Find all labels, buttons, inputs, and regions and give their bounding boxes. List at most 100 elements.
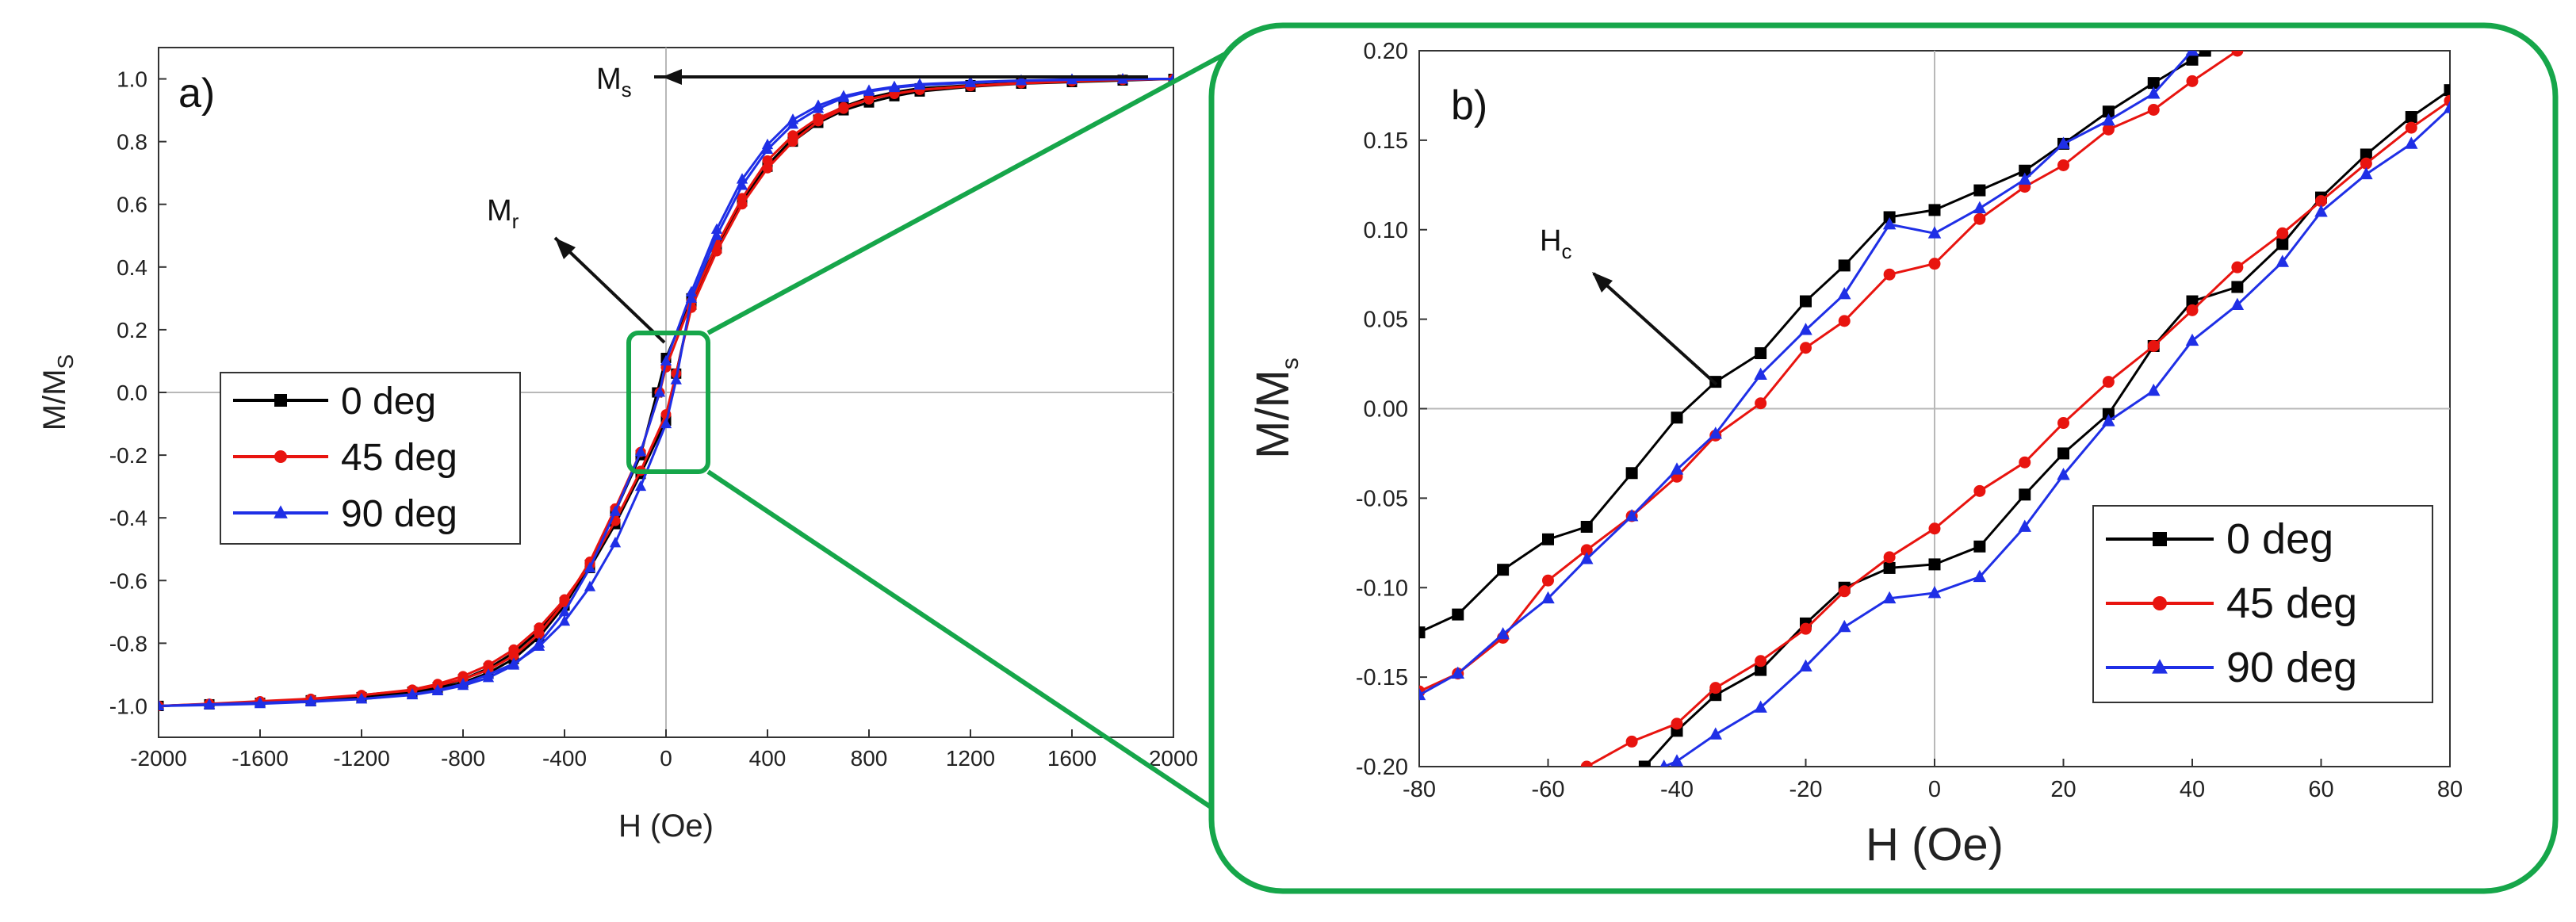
panel-a-xtick-label: 1600 [1047, 746, 1097, 771]
panel-a-series-45-deg-point [534, 622, 545, 633]
panel-b-series-90-deg-point [1927, 586, 1942, 599]
panel-b-ytick-label: 0.10 [1364, 218, 1408, 243]
panel-a-series-90-deg-point [660, 354, 672, 365]
panel-a-series-90-deg-point [634, 446, 647, 457]
panel-b-series-0-deg-point [1497, 564, 1510, 576]
panel-b-series-90-deg-point [2276, 254, 2289, 267]
panel-a-series-90-deg-point [254, 697, 266, 709]
panel-a: -2000 -1600 -1200 -800 -400 0 400 800 1200 1600 20… [37, 47, 1198, 844]
panel-b-series-45-deg-point [2102, 123, 2115, 136]
panel-b-series-45-deg-point [2147, 103, 2160, 116]
panel-b-series-45-deg-point [2186, 75, 2199, 87]
ms-annotation: Ms [596, 63, 632, 101]
panel-b-series-90-deg-point [2102, 414, 2115, 427]
panel-a-series-90-deg-point [634, 480, 647, 492]
panel-b-series-90-deg-point [1451, 666, 1464, 679]
panel-a-series-45-deg-point [432, 679, 443, 690]
panel-a-series-90-deg-point [736, 179, 748, 190]
panel-b-series-0-deg-point [1973, 184, 1986, 197]
panel-b-series-0-deg-point [2199, 51, 2211, 57]
panel-a-xtick-label: 400 [749, 746, 787, 771]
panel-b-ytick-label: -0.20 [1356, 755, 1408, 780]
panel-a-series [159, 72, 1173, 711]
panel-b-series-90-deg-point [1419, 687, 1426, 701]
panel-a-ytick-label: -1.0 [109, 694, 147, 718]
panel-b-series-0-deg-point [1542, 533, 1554, 545]
panel-b-ytick-label: 0.20 [1364, 39, 1408, 64]
panel-b-series-0-deg-point [1973, 540, 1986, 553]
panel-a-series-90-deg-point [710, 229, 723, 240]
panel-b-series-45-deg-point [1800, 342, 1812, 354]
panel-b-series-45-deg-point [1973, 484, 1986, 497]
panel-b-series-90-deg-point [1659, 759, 1668, 767]
mr-annotation: Mr [487, 194, 519, 233]
panel-b-series-45-deg-point [2057, 159, 2069, 171]
panel-a-ytick-label: 1.0 [117, 67, 147, 92]
panel-a-series-90-deg-point [964, 76, 977, 87]
hc-arrow-line [1592, 272, 1718, 386]
panel-a-series-90-deg-point [863, 85, 875, 96]
panel-b-ytick-label: -0.10 [1356, 576, 1408, 601]
panel-a-series-45-deg-point [737, 199, 748, 210]
panel-b-series [1419, 51, 2450, 767]
panel-b-ytick-label: -0.15 [1356, 665, 1408, 691]
panel-b-series-45-deg-point [1838, 315, 1851, 327]
panel-b-ticks: -80 -60 -40 -20 0 20 40 60 80 -0.20 -0.15 -0.10 -0.0… [1356, 39, 2463, 802]
panel-b-label: b) [1451, 82, 1487, 128]
panel-b-series-90-deg-point [2405, 136, 2418, 149]
panel-b-ytick-label: -0.05 [1356, 486, 1408, 511]
panel-a-series-90-deg-point [812, 102, 825, 113]
panel-b-series-45-deg-point [2057, 417, 2069, 430]
panel-b-series-0-deg-point [1419, 626, 1426, 639]
panel-b-series-90-deg-descending-line [1663, 107, 2450, 767]
mr-annotation-sub: r [512, 209, 519, 233]
panel-a-series-90-deg-point [837, 91, 850, 102]
panel-b-series-45-deg-point [2102, 376, 2115, 388]
panel-b-xtick-label: -20 [1789, 777, 1823, 802]
panel-a-series-90-deg-point [355, 692, 368, 704]
panel-a-series-90-deg-point [660, 417, 672, 429]
panel-b-series-90-deg-point [2360, 166, 2373, 180]
panel-a-series-90-deg-point [609, 505, 622, 516]
panel-b-series-90-deg-point [2057, 468, 2070, 480]
panel-a-xtick-label: -1200 [333, 746, 390, 771]
panel-b-series-45-deg-ascending-line [1419, 51, 2238, 693]
panel-b-series-0-deg-point [2019, 488, 2031, 501]
mr-annotation-main: M [487, 194, 512, 228]
panel-b-series-0-deg-point [1638, 760, 1651, 767]
hc-annotation-main: H [1540, 224, 1561, 258]
panel-b-series-0-deg-point [2186, 53, 2199, 66]
panel-b-series-90-deg-point [2314, 205, 2328, 217]
panel-a-series-90-deg-point [558, 606, 571, 617]
panel-b-xtick-label: -60 [1532, 777, 1565, 802]
panel-b-series-0-deg-point [2276, 238, 2289, 251]
panel-b-xtick-label: -80 [1403, 777, 1436, 802]
panel-a-xlabel: H (Oe) [618, 809, 714, 844]
panel-b-series-0-deg-point [2102, 105, 2115, 118]
panel-a-xtick-label: -2000 [130, 746, 187, 771]
panel-b-series-90-deg-point [1709, 427, 1722, 439]
panel-b-series-0-deg-point [1928, 204, 1941, 216]
panel-b-series-0-deg-point [2147, 77, 2160, 90]
panel-b-series-0-deg-point [1755, 347, 1767, 360]
panel-a-series-90-deg-point [888, 81, 901, 93]
panel-a-legend-0deg: 0 deg [341, 381, 436, 423]
panel-b-xlabel: H (Oe) [1866, 819, 2004, 870]
panel-b-series-90-deg-point [1496, 626, 1510, 640]
svg-text:M/Ms: M/Ms [1247, 358, 1303, 459]
panel-b-series-90-deg-point [2147, 383, 2161, 396]
panel-b-series-0-deg-point [1800, 295, 1812, 308]
panel-b-series-45-deg-point [2147, 339, 2160, 352]
panel-b: -80 -60 -40 -20 0 20 40 60 80 -0.20 -0.15 -0.10 -0.0… [1208, 22, 2559, 894]
panel-b-series-90-deg-point [1541, 591, 1555, 604]
hc-arrow-head [1592, 272, 1613, 293]
panel-b-xtick-label: 80 [2437, 777, 2463, 802]
zoom-highlight-box [626, 331, 710, 474]
panel-b-legend-90deg: 90 deg [2226, 644, 2357, 691]
panel-b-series-45-deg-point [2315, 195, 2327, 208]
panel-b-series-0-deg-point [1838, 259, 1851, 272]
hc-annotation: Hc [1540, 224, 1571, 263]
panel-b-series-0-deg-point [2444, 84, 2450, 97]
panel-b-series-0-deg-point [2231, 281, 2244, 293]
panel-b-series-90-deg-point [1927, 226, 1942, 239]
